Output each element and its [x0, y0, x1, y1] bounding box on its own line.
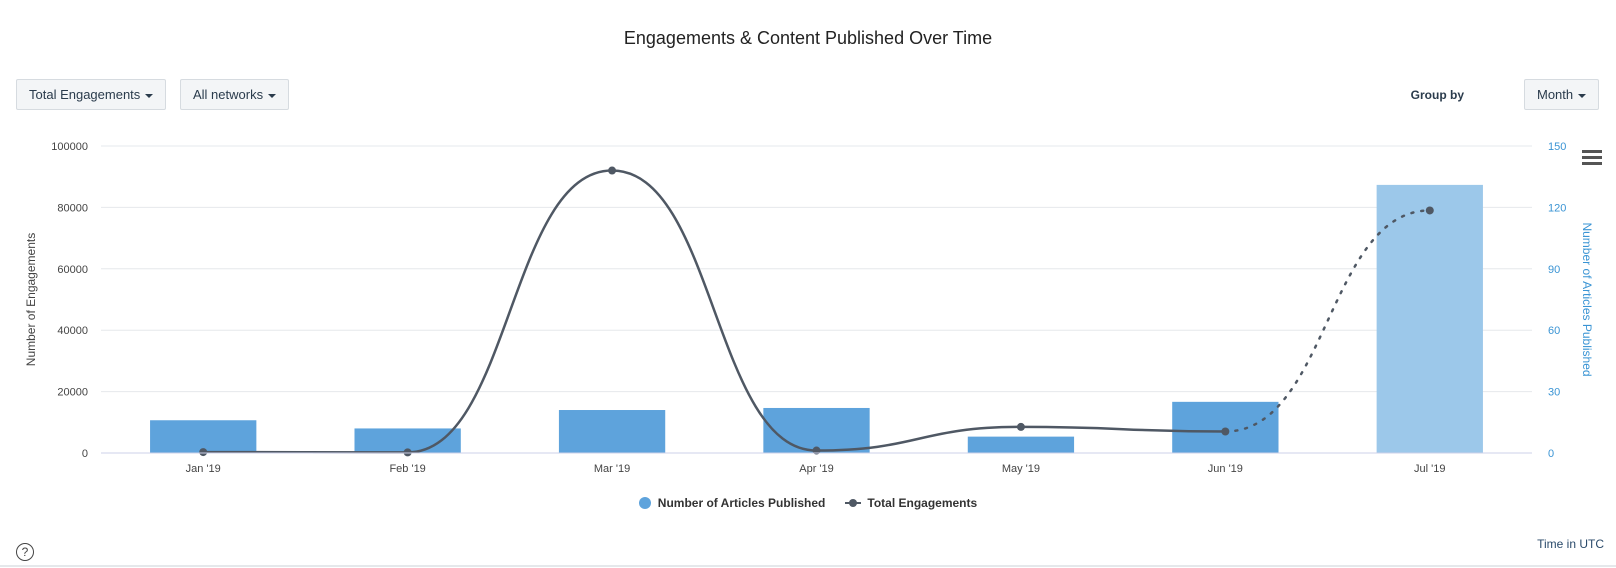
y-right-tick-label: 150	[1548, 141, 1566, 153]
bar	[1172, 401, 1279, 453]
y-right-axis-title: Number of Articles Published	[1580, 222, 1594, 376]
engagements-point	[1221, 427, 1230, 436]
x-tick-label: Apr '19	[799, 463, 834, 475]
engagements-line-projected	[1224, 209, 1432, 433]
x-tick-label: Feb '19	[389, 463, 425, 475]
x-tick-label: Jan '19	[186, 463, 221, 475]
engagements-point	[199, 448, 208, 457]
bar	[967, 436, 1075, 453]
bar	[1376, 184, 1483, 454]
y-right-tick-label: 120	[1548, 202, 1566, 214]
line-series	[199, 166, 1434, 457]
y-right-tick-label: 30	[1548, 387, 1560, 399]
bar	[150, 420, 257, 453]
y-left-tick-label: 20000	[57, 387, 88, 399]
group-by-dropdown[interactable]: Month	[1524, 79, 1600, 110]
x-tick-label: Jun '19	[1208, 463, 1243, 475]
caret-down-icon	[145, 93, 154, 98]
network-dropdown[interactable]: All networks	[180, 79, 290, 110]
engagements-point	[1016, 422, 1025, 431]
metric-dropdown[interactable]: Total Engagements	[16, 79, 167, 110]
bottom-divider	[0, 565, 1616, 567]
grid-lines	[101, 145, 1532, 454]
y-right-tick-label: 60	[1548, 325, 1560, 337]
legend-item-articles[interactable]: Number of Articles Published	[638, 496, 826, 510]
axes: 0 20000 40000 60000 80000 100000 0 30 60 90 120 150…	[24, 141, 1594, 475]
group-by-label: Group by	[1410, 88, 1464, 102]
engagements-point	[403, 448, 412, 457]
y-right-tick-label: 90	[1548, 264, 1560, 276]
engagements-line	[203, 169, 1226, 454]
chart-legend: Number of Articles Published Total Engag…	[0, 496, 1616, 510]
timezone-label: Time in UTC	[1537, 537, 1604, 551]
y-left-tick-label: 100000	[51, 141, 88, 153]
bar	[763, 407, 870, 453]
help-icon[interactable]: ?	[16, 543, 34, 561]
y-left-tick-label: 40000	[57, 325, 88, 337]
y-left-tick-label: 80000	[57, 202, 88, 214]
bar-series	[150, 184, 1483, 454]
x-tick-label: May '19	[1002, 463, 1040, 475]
bar	[558, 410, 666, 453]
network-dropdown-label: All networks	[193, 87, 264, 102]
y-left-tick-label: 0	[82, 448, 88, 460]
chart-title: Engagements & Content Published Over Tim…	[623, 28, 993, 48]
legend-item-engagements[interactable]: Total Engagements	[845, 496, 977, 510]
caret-down-icon	[268, 93, 277, 98]
engagements-point	[608, 166, 617, 175]
legend-engagements-label: Total Engagements	[867, 496, 978, 510]
y-left-axis-title: Number of Engagements	[24, 233, 38, 366]
x-tick-label: Mar '19	[594, 463, 630, 475]
metric-dropdown-label: Total Engagements	[29, 87, 141, 102]
chart-menu-icon[interactable]	[1582, 150, 1602, 166]
y-left-tick-label: 60000	[57, 264, 88, 276]
group-by-value: Month	[1537, 87, 1574, 102]
y-right-tick-label: 0	[1548, 448, 1554, 460]
engagements-point	[1425, 206, 1434, 215]
caret-down-icon	[1578, 93, 1587, 98]
legend-bar-swatch	[638, 497, 651, 509]
x-tick-label: Jul '19	[1414, 463, 1445, 475]
legend-line-swatch	[845, 499, 862, 507]
legend-articles-label: Number of Articles Published	[657, 496, 826, 510]
